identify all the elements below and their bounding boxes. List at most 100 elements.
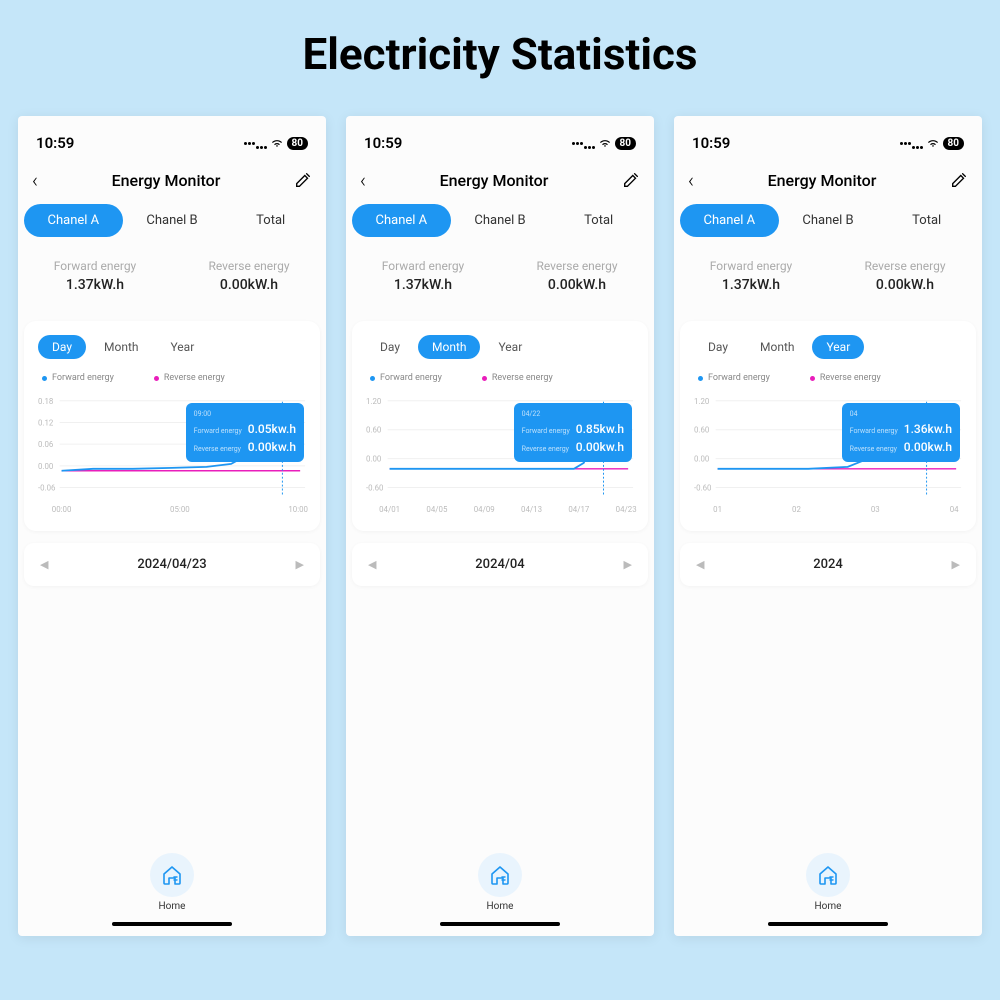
channel-tab-2[interactable]: Total — [221, 204, 320, 237]
tooltip-forward: 1.36kw.h — [904, 420, 952, 438]
forward-energy: Forward energy 1.37kW.h — [18, 259, 172, 293]
chart-legend: Forward energy Reverse energy — [690, 373, 966, 391]
forward-value: 1.37kW.h — [18, 277, 172, 293]
chart-legend: Forward energy Reverse energy — [34, 373, 310, 391]
date-display[interactable]: 2024/04/23 — [137, 557, 206, 572]
chart-card: DayMonthYear Forward energy Reverse ener… — [24, 321, 320, 531]
edit-icon[interactable] — [294, 171, 312, 189]
date-display[interactable]: 2024/04 — [475, 557, 524, 572]
period-tab-month[interactable]: Month — [90, 335, 152, 359]
chart-area[interactable]: 1.200.600.00-0.6001020304 04 Forward ene… — [690, 391, 966, 521]
home-button[interactable] — [150, 853, 194, 897]
svg-text:0.00: 0.00 — [366, 455, 381, 464]
channel-tab-2[interactable]: Total — [549, 204, 648, 237]
phone-screen-0: 10:59 80 ‹ Energy Monitor Chanel AChanel… — [18, 116, 326, 936]
period-tab-day[interactable]: Day — [694, 335, 742, 359]
home-icon-svg — [160, 863, 184, 887]
home-button[interactable] — [806, 853, 850, 897]
chart-card: DayMonthYear Forward energy Reverse ener… — [680, 321, 976, 531]
tooltip-reverse: 0.00kw.h — [576, 438, 624, 456]
svg-text:04: 04 — [950, 505, 959, 514]
period-tab-month[interactable]: Month — [746, 335, 808, 359]
edit-icon[interactable] — [950, 171, 968, 189]
status-bar: 10:59 80 — [674, 116, 982, 160]
back-icon[interactable]: ‹ — [360, 168, 366, 192]
svg-text:05:00: 05:00 — [170, 505, 190, 514]
svg-text:0.18: 0.18 — [38, 397, 53, 406]
period-tab-year[interactable]: Year — [156, 335, 208, 359]
period-tab-day[interactable]: Day — [38, 335, 86, 359]
date-navigator: ◀ 2024/04 ▶ — [352, 543, 648, 586]
forward-energy: Forward energy 1.37kW.h — [346, 259, 500, 293]
status-icons: 80 — [244, 137, 308, 150]
tooltip-forward: 0.05kw.h — [248, 420, 296, 438]
legend-reverse: Reverse energy — [154, 373, 225, 383]
date-prev-icon[interactable]: ◀ — [40, 558, 48, 571]
status-time: 10:59 — [692, 134, 730, 152]
period-tab-month[interactable]: Month — [418, 335, 480, 359]
status-bar: 10:59 80 — [346, 116, 654, 160]
home-button[interactable] — [478, 853, 522, 897]
forward-label: Forward energy — [674, 259, 828, 273]
bottom-nav: Home — [346, 853, 654, 936]
chart-tooltip: 04 Forward energy1.36kw.h Reverse energy… — [842, 403, 960, 462]
channel-tab-1[interactable]: Chanel B — [451, 204, 550, 237]
home-indicator[interactable] — [440, 922, 560, 926]
svg-text:04/01: 04/01 — [379, 505, 400, 514]
home-label: Home — [18, 901, 326, 912]
wifi-icon — [598, 138, 612, 148]
legend-forward: Forward energy — [42, 373, 114, 383]
status-time: 10:59 — [36, 134, 74, 152]
signal-icon — [244, 142, 267, 145]
forward-value: 1.37kW.h — [674, 277, 828, 293]
period-tabs: DayMonthYear — [362, 335, 638, 359]
legend-forward: Forward energy — [370, 373, 442, 383]
back-icon[interactable]: ‹ — [688, 168, 694, 192]
reverse-energy: Reverse energy 0.00kW.h — [500, 259, 654, 293]
edit-icon[interactable] — [622, 171, 640, 189]
phones-container: 10:59 80 ‹ Energy Monitor Chanel AChanel… — [0, 92, 1000, 936]
chart-tooltip: 04/22 Forward energy0.85kw.h Reverse ene… — [514, 403, 632, 462]
svg-text:-0.06: -0.06 — [38, 484, 56, 493]
date-next-icon[interactable]: ▶ — [952, 558, 960, 571]
chart-area[interactable]: 1.200.600.00-0.6004/0104/0504/0904/1304/… — [362, 391, 638, 521]
date-display[interactable]: 2024 — [813, 557, 843, 572]
channel-tabs: Chanel AChanel BTotal — [346, 204, 654, 237]
svg-text:1.20: 1.20 — [366, 397, 381, 406]
channel-tab-0[interactable]: Chanel A — [680, 204, 779, 237]
date-navigator: ◀ 2024 ▶ — [680, 543, 976, 586]
date-prev-icon[interactable]: ◀ — [368, 558, 376, 571]
home-indicator[interactable] — [768, 922, 888, 926]
nav-bar: ‹ Energy Monitor — [346, 160, 654, 204]
chart-area[interactable]: 0.180.120.060.00-0.0600:0005:0010:00 09:… — [34, 391, 310, 521]
energy-summary: Forward energy 1.37kW.h Reverse energy 0… — [18, 245, 326, 313]
reverse-label: Reverse energy — [500, 259, 654, 273]
forward-value: 1.37kW.h — [346, 277, 500, 293]
svg-text:04/23: 04/23 — [616, 505, 637, 514]
forward-energy: Forward energy 1.37kW.h — [674, 259, 828, 293]
status-time: 10:59 — [364, 134, 402, 152]
chart-tooltip: 09:00 Forward energy0.05kw.h Reverse ene… — [186, 403, 304, 462]
period-tab-year[interactable]: Year — [484, 335, 536, 359]
home-indicator[interactable] — [112, 922, 232, 926]
period-tab-year[interactable]: Year — [812, 335, 864, 359]
channel-tab-2[interactable]: Total — [877, 204, 976, 237]
date-next-icon[interactable]: ▶ — [296, 558, 304, 571]
channel-tab-0[interactable]: Chanel A — [352, 204, 451, 237]
period-tab-day[interactable]: Day — [366, 335, 414, 359]
back-icon[interactable]: ‹ — [32, 168, 38, 192]
svg-text:01: 01 — [713, 505, 722, 514]
chart-card: DayMonthYear Forward energy Reverse ener… — [352, 321, 648, 531]
svg-text:0.00: 0.00 — [38, 462, 53, 471]
channel-tab-0[interactable]: Chanel A — [24, 204, 123, 237]
channel-tab-1[interactable]: Chanel B — [123, 204, 222, 237]
nav-bar: ‹ Energy Monitor — [18, 160, 326, 204]
channel-tab-1[interactable]: Chanel B — [779, 204, 878, 237]
home-icon-svg — [816, 863, 840, 887]
reverse-energy: Reverse energy 0.00kW.h — [172, 259, 326, 293]
date-next-icon[interactable]: ▶ — [624, 558, 632, 571]
energy-summary: Forward energy 1.37kW.h Reverse energy 0… — [346, 245, 654, 313]
home-label: Home — [346, 901, 654, 912]
date-prev-icon[interactable]: ◀ — [696, 558, 704, 571]
home-icon-svg — [488, 863, 512, 887]
